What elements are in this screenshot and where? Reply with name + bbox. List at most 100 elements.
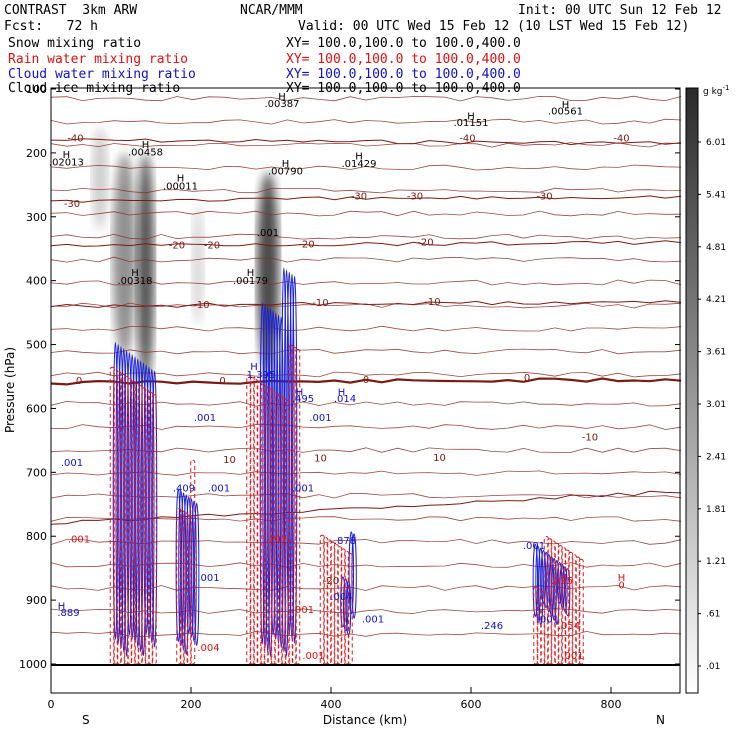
- isotherm-label-0: -40: [67, 133, 83, 144]
- colorbar-tick-6: 3.61: [706, 348, 726, 358]
- cloud-water-contour-2-6: [275, 314, 282, 645]
- y-tick-label-4: 500: [26, 339, 47, 352]
- isotherm-label-8: -20: [204, 241, 220, 252]
- rain-label-1: 0: [618, 581, 624, 592]
- cloud-water-contour-1-1: [178, 490, 184, 647]
- isotherm-contour-4: [50, 187, 682, 194]
- rain-contour-4-8: [561, 547, 567, 665]
- valid-time: Valid: 00 UTC Wed 15 Feb 12 (10 LST Wed …: [298, 19, 690, 34]
- cloud-ice-label-11: .01429: [342, 159, 377, 170]
- cloud-water-label-11: .495: [292, 394, 314, 405]
- cloud-water-label-19: .001: [537, 614, 559, 625]
- colorbar-tick-5: 3.01: [706, 400, 726, 410]
- colorbar-tick-4: 2.41: [706, 452, 726, 462]
- rain-contour-0-12: [151, 394, 157, 665]
- isotherm-label-12: -10: [312, 298, 328, 309]
- cloud-ice-label-14: H: [562, 100, 570, 111]
- cloud-ice-label-3: .00458: [128, 147, 163, 158]
- cloud-water-label-3: .001: [194, 413, 216, 424]
- rain-contour-0-9: [141, 387, 147, 665]
- cloud-ice-label-4: H: [177, 174, 185, 185]
- isotherm-contour-0: [50, 95, 682, 102]
- cloud-water-label-15: .878: [334, 536, 356, 547]
- cloud-ice-label-17: .00318: [118, 276, 153, 287]
- isotherm-contour-9: [50, 302, 682, 309]
- isotherm-label-2: -40: [613, 133, 629, 144]
- rain-contour-4-5: [550, 540, 556, 665]
- isotherm-label-20: 10: [433, 453, 446, 464]
- colorbar-tick-7: 4.21: [706, 295, 726, 305]
- isotherm-label-16: 0: [363, 375, 369, 386]
- center-label: NCAR/MMM: [240, 3, 303, 18]
- cloud-water-label-1: H: [58, 602, 66, 613]
- snow-plume-3: [192, 204, 204, 326]
- isotherm-contour-2: [50, 142, 682, 148]
- cloud-ice-label-12: H: [467, 112, 475, 123]
- rain-label-5: .001: [561, 651, 583, 662]
- cloud-ice-label-16: H: [131, 268, 139, 279]
- rain-contour-2-2: [253, 379, 259, 665]
- cloud-ice-label-7: .00387: [265, 99, 300, 110]
- colorbar-tick-1: .61: [706, 610, 720, 620]
- cloud-water-label-9: 1.395: [247, 370, 276, 381]
- isotherm-label-17: 0: [524, 373, 530, 384]
- cloud-water-contour-4-3: [540, 549, 547, 604]
- isotherm-label-18: 10: [223, 455, 236, 466]
- isotherm-4: [50, 377, 682, 386]
- rain-contour-1-2: [183, 512, 189, 665]
- isotherm-contour-5: [50, 210, 682, 217]
- cloud-ice-label-20: .001: [257, 228, 279, 239]
- cloud-ice-label-19: .00179: [233, 276, 268, 287]
- y-tick-label-7: 800: [26, 530, 47, 543]
- x-tick-label-2: 400: [321, 698, 342, 711]
- south-label: S: [82, 713, 90, 727]
- isotherm-label-10: -20: [417, 238, 433, 249]
- y-tick-label-0: 100: [26, 83, 47, 96]
- isotherm-contour-3: [50, 164, 682, 171]
- y-tick-label-1: 200: [26, 147, 47, 160]
- x-axis-label: Distance (km): [323, 713, 407, 727]
- cloud-water-label-17: .001: [362, 614, 384, 625]
- init-time: Init: 00 UTC Sun 12 Feb 12: [518, 3, 722, 18]
- colorbar-unit: g kg-1: [703, 84, 729, 97]
- isotherm-contour-18: [50, 516, 682, 522]
- isotherm-label-7: -20: [169, 241, 185, 252]
- cloud-ice-label-18: H: [247, 268, 255, 279]
- cloud-water-contour-2-7: [278, 316, 284, 649]
- cloud-ice-label-6: H: [278, 92, 286, 103]
- isotherm-label-14: 0: [76, 376, 82, 387]
- cloud-water-contour-0-13: [149, 368, 155, 644]
- cloud-water-label-13: .014: [334, 394, 356, 405]
- isotherm-3: [50, 300, 682, 308]
- field-label-cloud-water: Cloud water mixing ratio: [8, 67, 196, 82]
- cloud-water-label-16: .004: [330, 592, 352, 603]
- colorbar-tick-3: 1.81: [706, 505, 726, 515]
- isotherm-2: [50, 240, 682, 247]
- isotherm-label-13: -10: [424, 297, 440, 308]
- cloud-water-contour-1-6: [191, 500, 197, 642]
- cloud-ice-label-5: .00011: [163, 181, 198, 192]
- x-tick-label-0: 0: [48, 698, 55, 711]
- field-label-rain: Rain water mixing ratio: [8, 52, 189, 67]
- isotherm-contour-6: [50, 233, 682, 240]
- cloud-ice-label-9: .00790: [268, 167, 303, 178]
- rain-contour-2-11: [284, 399, 290, 665]
- field-xy-cloud-water: XY= 100.0,100.0 to 100.0,400.0: [286, 67, 521, 82]
- y-tick-label-6: 700: [26, 466, 47, 479]
- rain-contour-0-0: [109, 366, 115, 665]
- cloud-water-contour-0-14: [151, 370, 158, 648]
- cloud-water-contour-2-1: [262, 304, 268, 649]
- x-tick-label-1: 200: [181, 698, 202, 711]
- cloud-water-label-2: .889: [57, 608, 79, 619]
- isotherm-contour-12: [50, 371, 682, 378]
- snow-plume-2: [136, 152, 155, 383]
- isotherm-label-3: -30: [64, 199, 80, 210]
- colorbar-tick-0: .01: [706, 662, 720, 672]
- rain-contour-4-11: [571, 554, 577, 665]
- rain-label-7: .054: [558, 621, 580, 632]
- rain-contour-3-2: [326, 539, 332, 665]
- cloud-water-label-14: .001: [309, 413, 331, 424]
- rain-contour-0-3: [120, 373, 126, 665]
- rain-contour-4-2: [540, 591, 546, 665]
